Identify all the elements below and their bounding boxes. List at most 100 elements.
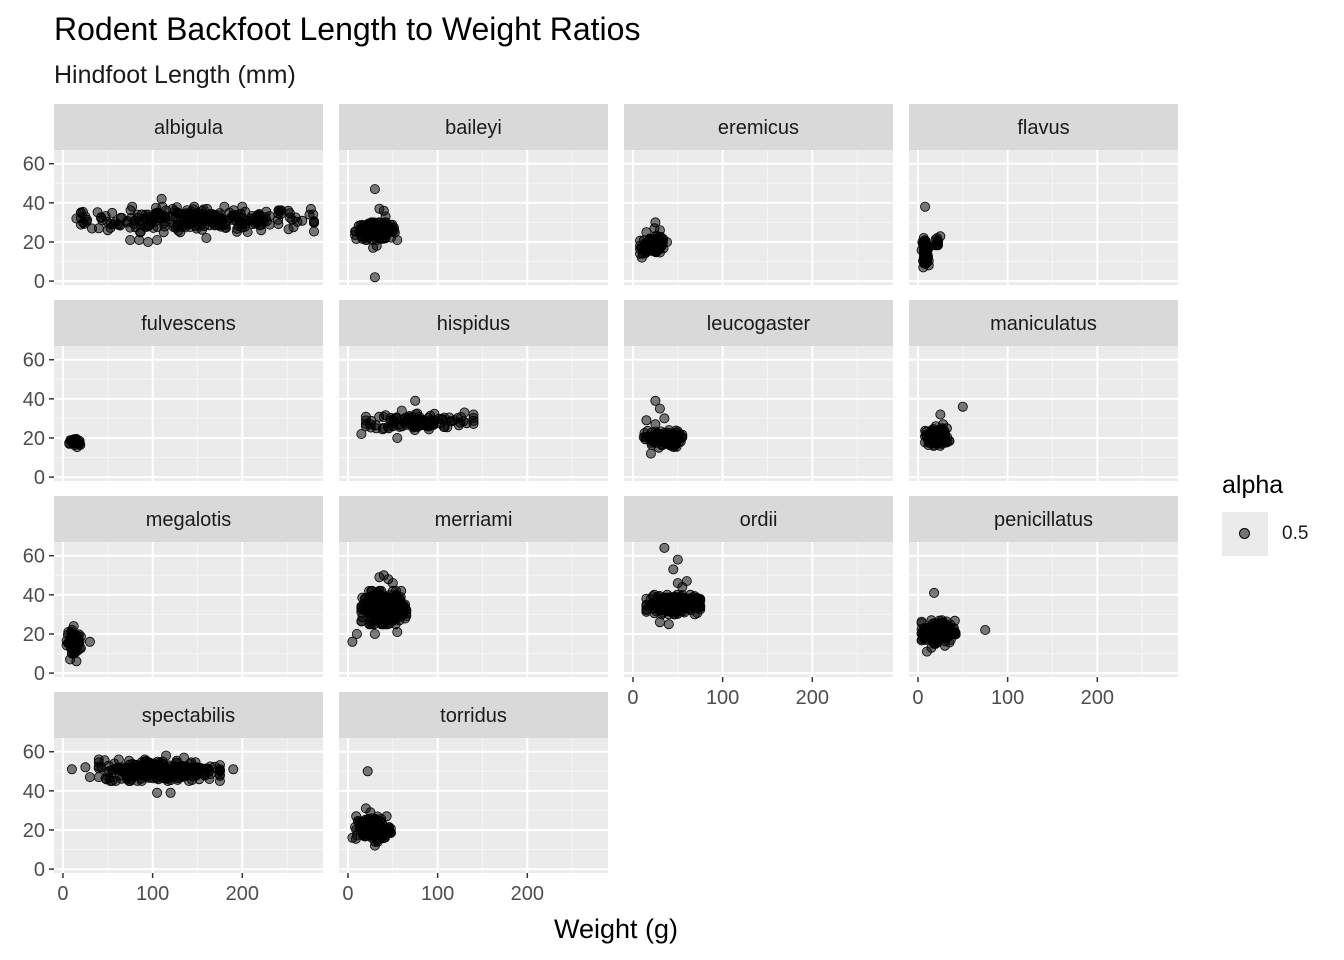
data-point <box>239 221 250 232</box>
data-point <box>161 750 172 761</box>
data-point <box>66 764 77 775</box>
data-point <box>639 428 650 439</box>
facet-strip-label: baileyi <box>445 117 502 139</box>
facet-panel-leucogaster: leucogaster <box>624 300 893 481</box>
data-point <box>178 752 189 763</box>
legend-label: 0.5 <box>1282 523 1309 544</box>
x-tick-label: 0 <box>342 883 353 905</box>
facet-panel-megalotis: megalotis 0 20 40 60 <box>23 496 323 685</box>
facet-panel-eremicus: eremicus <box>624 104 893 285</box>
legend-title: alpha <box>1222 471 1284 499</box>
facet-panel-penicillatus: penicillatus 0 100 200 <box>909 496 1178 709</box>
data-point <box>347 636 358 647</box>
data-point <box>923 260 934 271</box>
x-tick-label: 100 <box>991 687 1024 709</box>
y-tick-label: 0 <box>34 663 45 685</box>
data-point <box>935 436 946 447</box>
data-point <box>71 213 82 224</box>
data-point <box>980 625 991 636</box>
data-point <box>70 640 81 651</box>
panel-background <box>624 150 893 285</box>
data-point <box>385 219 396 230</box>
facet-strip-label: albigula <box>154 117 224 139</box>
facet-strip-label: maniculatus <box>990 313 1097 335</box>
data-point <box>196 208 207 219</box>
panel-background <box>909 150 1178 285</box>
data-point <box>672 554 683 565</box>
data-point <box>193 220 204 231</box>
y-tick-label: 40 <box>23 193 45 215</box>
data-point <box>355 822 366 833</box>
data-point <box>158 227 169 238</box>
data-point <box>141 756 152 767</box>
data-point <box>380 211 391 222</box>
data-point <box>659 542 670 553</box>
data-point <box>152 207 163 218</box>
data-point <box>214 770 225 781</box>
data-point <box>374 572 385 583</box>
data-point <box>681 576 692 587</box>
data-point <box>930 421 941 432</box>
chart-subtitle: Hindfoot Length (mm) <box>54 61 296 89</box>
data-point <box>366 585 377 596</box>
facet-strip <box>339 300 608 346</box>
data-point <box>93 772 104 783</box>
data-point <box>387 419 398 430</box>
x-tick-label: 100 <box>706 687 739 709</box>
panel-background <box>54 346 323 481</box>
data-point <box>654 225 665 236</box>
data-point <box>365 807 376 818</box>
data-point <box>650 419 661 430</box>
x-tick-label: 200 <box>511 883 544 905</box>
data-point <box>273 205 284 216</box>
data-point <box>387 578 398 589</box>
data-point <box>92 207 103 218</box>
data-point <box>663 437 674 448</box>
data-point <box>61 640 72 651</box>
facet-strip-label: torridus <box>440 705 507 727</box>
data-point <box>378 821 389 832</box>
data-point <box>228 764 239 775</box>
data-point <box>80 211 91 222</box>
data-point <box>439 412 450 423</box>
data-point <box>373 221 384 232</box>
data-point <box>167 203 178 214</box>
data-point <box>429 408 440 419</box>
data-point <box>461 418 472 429</box>
data-point <box>459 407 470 418</box>
data-point <box>402 412 413 423</box>
data-point <box>374 596 385 607</box>
data-point <box>426 420 437 431</box>
data-point <box>957 401 968 412</box>
data-point <box>664 597 675 608</box>
data-point <box>356 224 367 235</box>
facet-panel-ordii: ordii 0 100 200 <box>624 496 893 709</box>
facet-strip <box>624 496 893 542</box>
panel-background <box>339 738 608 873</box>
data-point <box>929 587 940 598</box>
data-point <box>651 601 662 612</box>
y-tick-label: 0 <box>34 467 45 489</box>
y-tick-label: 60 <box>23 546 45 568</box>
data-point <box>351 811 362 822</box>
y-tick-label: 20 <box>23 820 45 842</box>
panel-background <box>624 346 893 481</box>
facet-strip <box>339 496 608 542</box>
facet-strip <box>339 104 608 150</box>
data-point <box>668 564 679 575</box>
data-point <box>107 207 118 218</box>
data-point <box>204 766 215 777</box>
y-tick-label: 60 <box>23 154 45 176</box>
facet-panel-fulvescens: fulvescens 0 20 40 60 <box>23 300 323 489</box>
x-tick-label: 100 <box>421 883 454 905</box>
y-tick-label: 20 <box>23 624 45 646</box>
data-point <box>389 612 400 623</box>
data-point <box>363 218 374 229</box>
x-tick-label: 100 <box>136 883 169 905</box>
data-point <box>919 623 930 634</box>
panel-background <box>909 542 1178 677</box>
data-point <box>144 214 155 225</box>
y-tick-label: 40 <box>23 389 45 411</box>
data-point <box>369 272 380 283</box>
data-point <box>84 636 95 647</box>
